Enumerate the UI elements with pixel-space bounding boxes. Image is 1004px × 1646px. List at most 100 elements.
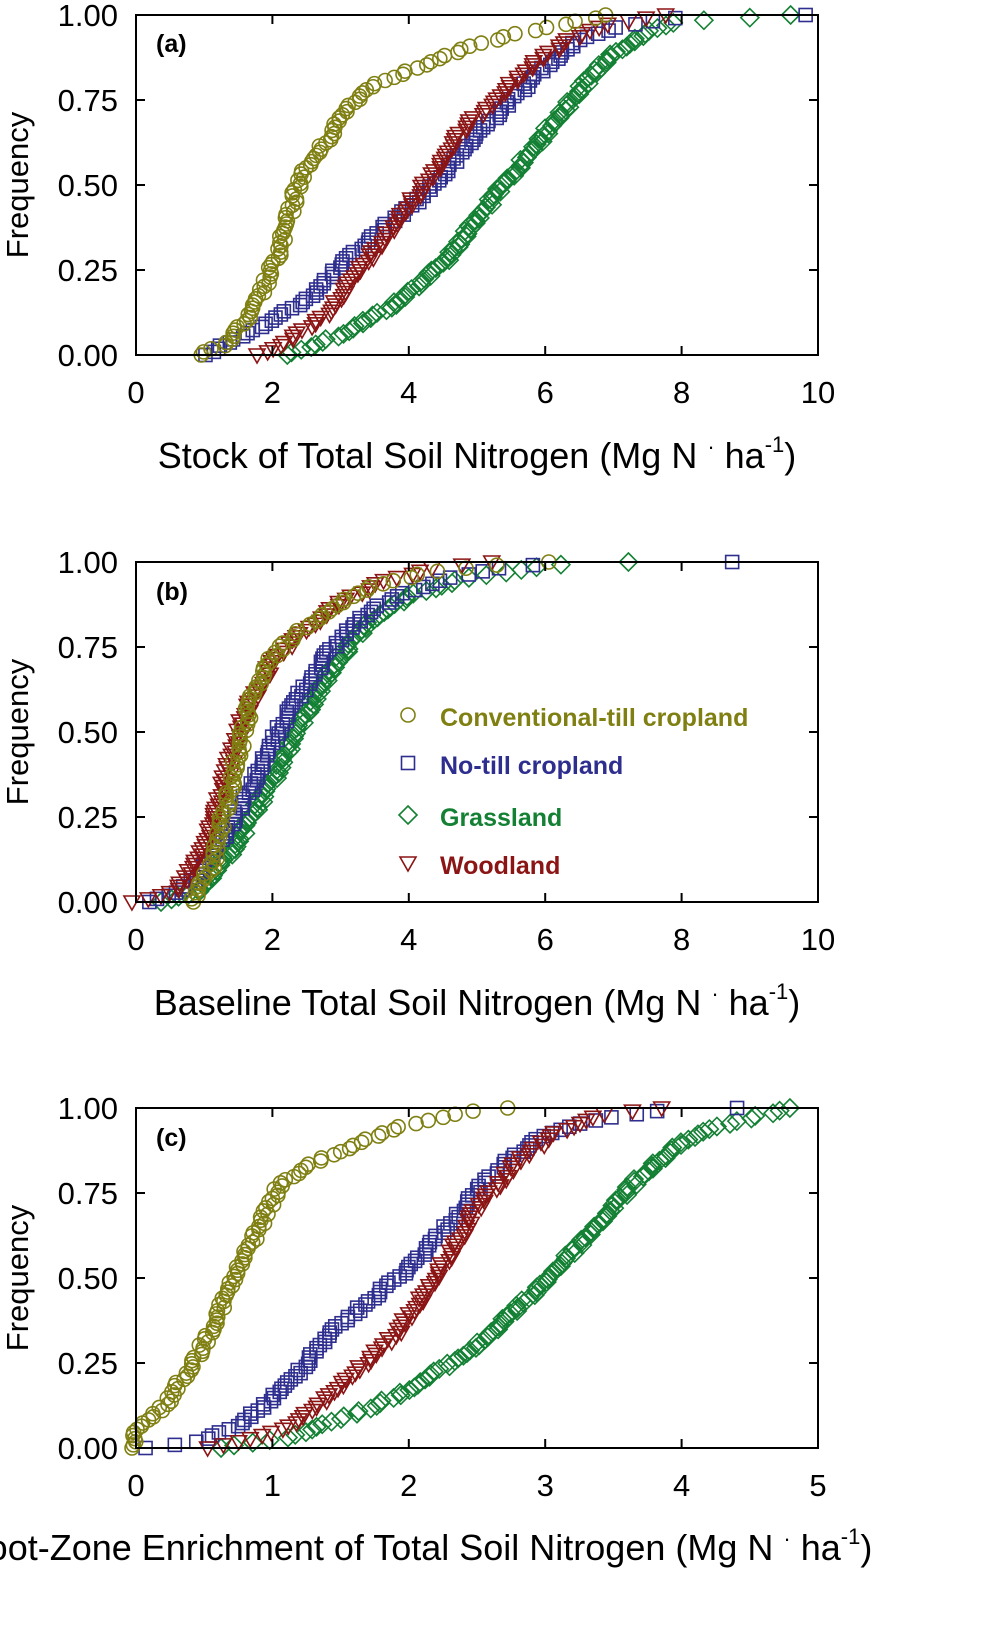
panel-3: 0 1 2 3 4 5 0.00 0.25 0.50 0.75 1.00 (c) Frequency Ro…: [0, 1091, 872, 1568]
data-point: [330, 1408, 352, 1430]
data-point: [608, 20, 623, 35]
data-point: [371, 1390, 392, 1411]
data-point: [397, 281, 418, 302]
data-point: [479, 192, 501, 213]
data-point: [391, 1319, 411, 1336]
data-point: [348, 1400, 369, 1422]
data-point: [341, 273, 361, 290]
data-point: [416, 579, 431, 595]
data-point: [403, 583, 424, 604]
data-point: [151, 888, 171, 906]
data-point: [340, 97, 356, 114]
data-point: [584, 60, 605, 81]
data-point: [328, 326, 349, 347]
data-point: [167, 1437, 183, 1453]
data-point: [333, 1406, 354, 1427]
data-point: [211, 776, 231, 794]
data-point: [315, 1391, 334, 1408]
data-point: [506, 1295, 527, 1316]
data-point: [538, 19, 555, 36]
data-point: [516, 147, 538, 168]
data-point: [409, 566, 426, 583]
data-point: [343, 1369, 362, 1386]
data-point: [366, 601, 381, 617]
data-point: [189, 851, 208, 868]
data-point: [447, 1348, 469, 1369]
legend-item-conventional: Conventional-till cropland: [400, 704, 748, 732]
data-point: [170, 876, 189, 893]
data-point: [495, 29, 512, 45]
legend-label: Conventional-till cropland: [440, 704, 748, 732]
data-point: [324, 295, 344, 312]
data-point: [423, 53, 439, 70]
data-point: [240, 325, 255, 341]
data-point: [297, 1159, 314, 1176]
y-tick-label: 0.00: [58, 338, 118, 373]
data-point: [370, 1128, 387, 1144]
data-point: [354, 257, 374, 275]
data-point: [376, 300, 397, 321]
data-point: [762, 1103, 784, 1124]
panel-1: 0 2 4 6 8 10 0.00 0.25 0.50 0.75 1.00 (a) Frequency S…: [0, 0, 835, 476]
data-point: [557, 91, 578, 113]
data-point: [262, 262, 279, 279]
data-point: [361, 245, 381, 262]
data-point: [647, 18, 668, 39]
data-point: [482, 186, 503, 207]
data-point: [612, 39, 633, 60]
data-point: [224, 781, 240, 798]
x-tick-label: 6: [537, 922, 554, 957]
data-point: [383, 1387, 404, 1409]
data-point: [524, 54, 544, 72]
data-point: [488, 1176, 508, 1193]
x-axis-title: Baseline Total Soil Nitrogen (Mg N · ha-…: [154, 979, 801, 1023]
legend-item-grassland: Grassland: [397, 804, 562, 832]
data-point: [377, 72, 393, 89]
data-point: [439, 1356, 460, 1377]
x-tick-label: 0: [127, 1468, 144, 1503]
data-point: [459, 1340, 481, 1361]
series-conventional: [193, 7, 614, 363]
data-point: [780, 4, 801, 26]
data-point: [231, 725, 248, 742]
data-point: [429, 1358, 450, 1380]
data-point: [222, 844, 243, 865]
data-point: [395, 66, 411, 83]
data-point: [292, 323, 312, 340]
data-point: [569, 76, 590, 97]
y-axis-title: Frequency: [0, 658, 35, 805]
series-conventional: [183, 554, 557, 910]
data-point: [213, 1438, 233, 1455]
y-tick-label: 0.50: [58, 1261, 118, 1296]
data-point: [344, 315, 365, 337]
data-point: [384, 220, 404, 237]
data-point: [442, 570, 458, 585]
data-point: [352, 310, 373, 331]
data-point: [563, 1237, 584, 1258]
data-point: [456, 226, 477, 247]
data-point: [389, 289, 411, 310]
data-point: [706, 1116, 728, 1137]
data-point: [366, 302, 388, 323]
data-point: [596, 52, 617, 73]
x-tick-label: 2: [264, 922, 281, 957]
legend-item-woodland: Woodland: [398, 852, 560, 880]
data-point: [526, 557, 547, 578]
data-point: [431, 161, 450, 178]
data-point: [429, 255, 450, 276]
data-point: [150, 891, 172, 913]
data-point: [389, 1382, 411, 1403]
data-point: [437, 1353, 458, 1374]
data-point: [190, 845, 209, 862]
y-tick-label: 0.25: [58, 1346, 118, 1381]
x-tick-label: 0: [127, 375, 144, 410]
y-tick-label: 0.50: [58, 168, 118, 203]
y-tick-label: 0.75: [58, 1176, 118, 1211]
data-point: [590, 26, 606, 42]
data-point: [302, 1403, 322, 1421]
data-point: [475, 564, 491, 579]
data-point: [506, 1298, 528, 1319]
data-point: [432, 50, 448, 67]
data-point: [372, 235, 392, 253]
data-point: [252, 1428, 272, 1446]
